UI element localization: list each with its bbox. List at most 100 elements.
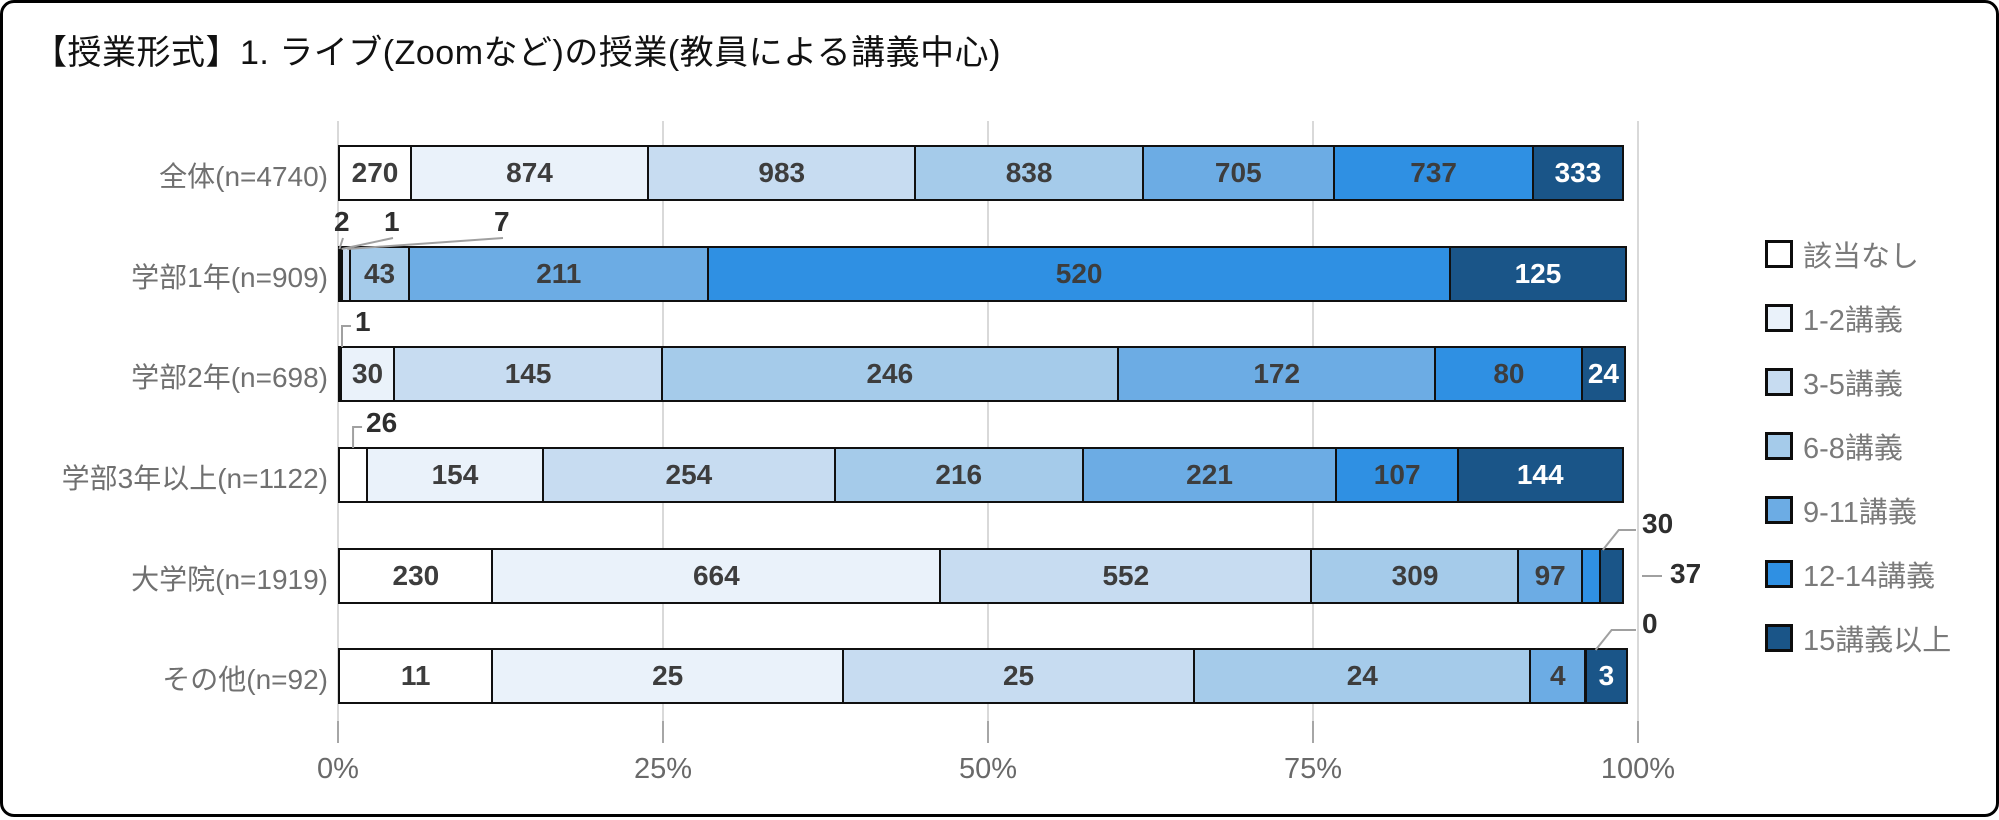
data-label: 145 — [504, 358, 552, 389]
legend-entry: 3-5講義 — [1765, 361, 1903, 403]
bar-segment: 80 — [1434, 346, 1584, 402]
category-label: 学部2年(n=698) — [131, 362, 328, 393]
axis-tick — [337, 721, 339, 743]
data-label: 552 — [1102, 560, 1150, 591]
data-label: 4 — [1549, 660, 1566, 691]
axis-tick — [987, 721, 989, 743]
data-label: 874 — [506, 157, 553, 188]
data-label: 25 — [652, 660, 684, 691]
data-label: 246 — [866, 358, 914, 389]
bar-segment: 664 — [491, 548, 942, 604]
data-label: 838 — [1005, 157, 1053, 188]
callout-label: 0 — [1642, 608, 1658, 639]
bar-row: 43 211 520 125 — [338, 246, 1638, 302]
category-label: 学部1年(n=909) — [131, 262, 328, 293]
legend-label: 15講義以上 — [1803, 625, 1952, 657]
bar-segment: 25 — [841, 648, 1196, 704]
category-label: 学部3年以上(n=1122) — [61, 463, 328, 494]
data-label: 270 — [351, 157, 399, 188]
legend-entry: 該当なし — [1765, 233, 1919, 275]
bar-segment: 107 — [1335, 447, 1460, 503]
bar-segment: 25 — [491, 648, 845, 704]
legend-swatch — [1765, 496, 1793, 524]
bar-segment: 221 — [1081, 447, 1338, 503]
leader-line — [352, 426, 363, 448]
data-label: 107 — [1373, 459, 1421, 490]
data-label: 216 — [935, 459, 983, 490]
bar-segment: 309 — [1310, 548, 1520, 604]
bar-segment: 254 — [541, 447, 837, 503]
callout-label: 2 — [334, 206, 350, 237]
callout-label: 30 — [1642, 508, 1674, 539]
legend-entry: 15講義以上 — [1765, 617, 1951, 659]
category-label: その他(n=92) — [162, 664, 328, 695]
bar-segment: 333 — [1532, 145, 1624, 201]
legend-entry: 6-8講義 — [1765, 425, 1903, 467]
legend-label: 1-2講義 — [1803, 305, 1903, 337]
axis-tick-label: 75% — [1283, 753, 1343, 785]
callout-label: 26 — [366, 407, 398, 438]
legend-swatch — [1765, 624, 1793, 652]
data-label: 221 — [1186, 459, 1233, 490]
callout-label: 1 — [384, 206, 400, 237]
data-label: 705 — [1214, 157, 1262, 188]
data-label: 43 — [363, 258, 396, 289]
legend-entry: 12-14講義 — [1765, 553, 1935, 595]
bar-segment — [338, 447, 369, 503]
category-label: 全体(n=4740) — [159, 161, 328, 192]
bar-segment: 230 — [338, 548, 494, 604]
bar-row: 230 664 552 309 97 — [338, 548, 1638, 604]
data-label: 230 — [392, 560, 440, 591]
gridline — [1312, 121, 1314, 721]
legend-label: 3-5講義 — [1803, 369, 1903, 401]
legend-swatch — [1765, 304, 1793, 332]
bar-segment: 30 — [339, 346, 396, 402]
bar-segment: 4 — [1529, 648, 1586, 704]
leader-line — [1594, 629, 1636, 651]
callout-label: 1 — [355, 306, 371, 337]
data-label: 254 — [665, 459, 713, 490]
legend-label: 6-8講義 — [1803, 433, 1903, 465]
legend-swatch — [1765, 432, 1793, 460]
axis-tick — [1637, 721, 1639, 743]
legend-entry: 1-2講義 — [1765, 297, 1903, 339]
legend-label: 9-11講義 — [1803, 497, 1917, 529]
callout-label: 37 — [1670, 558, 1702, 589]
data-label: 333 — [1554, 157, 1602, 188]
callout-label: 7 — [494, 206, 510, 237]
legend-swatch — [1765, 560, 1793, 588]
gridline — [1637, 121, 1639, 721]
axis-tick — [1312, 721, 1314, 743]
data-label: 30 — [351, 358, 384, 389]
data-label: 24 — [1587, 358, 1619, 389]
leader-line — [341, 325, 351, 347]
chart-title: 【授業形式】1. ライブ(Zoomなど)の授業(教員による講義中心) — [33, 34, 1001, 72]
bar-segment: 172 — [1116, 346, 1437, 402]
bar-row: 154 254 216 221 107 144 — [338, 447, 1638, 503]
axis-tick-label: 25% — [633, 753, 693, 785]
data-label: 125 — [1514, 258, 1562, 289]
bar-segment: 24 — [1581, 346, 1626, 402]
data-label: 309 — [1391, 560, 1439, 591]
bar-segment: 983 — [646, 145, 917, 201]
leader-line — [1601, 529, 1636, 551]
bar-row: 270 874 983 838 705 737 333 — [338, 145, 1638, 201]
bar-segment: 216 — [833, 447, 1084, 503]
bar-segment: 874 — [409, 145, 650, 201]
bar-segment: 154 — [365, 447, 545, 503]
axis-tick-label: 100% — [1600, 753, 1676, 785]
gridline — [987, 121, 989, 721]
bar-segment: 125 — [1448, 246, 1628, 302]
data-label: 97 — [1534, 560, 1566, 591]
gridline — [337, 121, 339, 721]
data-label: 664 — [692, 560, 740, 591]
data-label: 737 — [1410, 157, 1457, 188]
axis-tick-label: 0% — [317, 753, 359, 785]
bar-row: 11 25 25 24 4 3 — [338, 648, 1638, 704]
bar-segment: 520 — [707, 246, 1451, 302]
bar-segment — [1598, 548, 1624, 604]
data-label: 211 — [536, 258, 582, 289]
data-label: 172 — [1253, 358, 1301, 389]
legend-swatch — [1765, 240, 1793, 268]
